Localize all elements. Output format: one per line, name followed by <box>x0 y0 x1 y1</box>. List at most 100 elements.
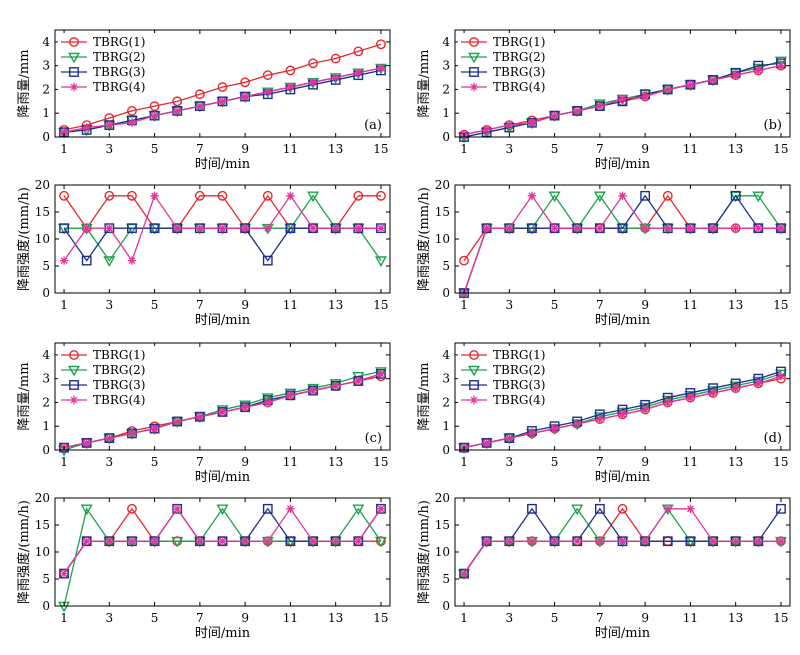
data-point <box>149 223 160 234</box>
y-tick-label: 0 <box>442 443 450 457</box>
y-tick-label: 15 <box>35 518 50 532</box>
data-point <box>172 96 183 107</box>
panel-tag: (d) <box>764 431 782 446</box>
data-point <box>285 223 296 234</box>
data-point <box>731 383 740 393</box>
x-tick-label: 5 <box>151 142 159 156</box>
data-point <box>618 410 627 419</box>
data-point <box>173 106 182 116</box>
x-tick-label: 11 <box>283 611 298 625</box>
x-tick-label: 9 <box>641 142 649 156</box>
y-tick-label: 1 <box>442 106 450 120</box>
data-point <box>640 224 650 233</box>
x-tick-label: 1 <box>60 455 68 469</box>
data-point <box>331 381 340 390</box>
x-tick-label: 7 <box>196 611 204 625</box>
legend-label: TBRG(2) <box>93 363 145 377</box>
x-tick-label: 3 <box>506 611 514 625</box>
data-point <box>80 504 93 516</box>
data-point <box>459 255 469 266</box>
data-point <box>127 223 137 234</box>
data-point <box>595 101 605 111</box>
x-tick-label: 1 <box>460 298 468 312</box>
legend-label: TBRG(2) <box>493 363 545 377</box>
data-point <box>505 224 514 233</box>
data-point <box>150 111 159 120</box>
data-point <box>150 537 159 546</box>
data-point <box>708 224 718 233</box>
y-axis-label: 降雨量/mm <box>17 49 32 117</box>
x-tick-label: 3 <box>106 142 114 156</box>
legend-marker <box>469 395 479 405</box>
x-tick-label: 15 <box>373 142 388 156</box>
x-tick-label: 11 <box>283 455 298 469</box>
series-a2-3 <box>59 191 386 265</box>
legend-marker <box>69 350 79 360</box>
data-point <box>240 224 250 233</box>
x-tick-label: 5 <box>551 142 559 156</box>
data-point <box>331 224 340 233</box>
legend-entry: TBRG(1) <box>461 348 545 362</box>
x-tick-label: 11 <box>283 142 298 156</box>
data-point <box>550 537 559 546</box>
legend-entry: TBRG(1) <box>461 35 545 49</box>
data-point <box>774 56 787 68</box>
legend: TBRG(1)TBRG(2)TBRG(3)TBRG(4) <box>458 33 558 97</box>
data-point <box>685 536 696 547</box>
data-point <box>308 78 318 87</box>
data-point <box>173 224 182 233</box>
data-point <box>776 503 786 514</box>
legend: TBRG(1)TBRG(2)TBRG(3)TBRG(4) <box>58 33 158 97</box>
x-axis-label: 时间/min <box>195 470 251 485</box>
x-tick-label: 7 <box>596 455 604 469</box>
data-point <box>218 407 227 417</box>
data-point <box>286 391 295 400</box>
x-axis-label: 时间/min <box>195 626 251 641</box>
axes-frame <box>454 29 791 138</box>
data-point <box>571 504 584 516</box>
data-point <box>218 537 227 546</box>
series-line <box>463 194 782 294</box>
data-point <box>217 82 228 92</box>
y-tick-label: 5 <box>442 259 450 273</box>
x-tick-label: 15 <box>773 298 788 312</box>
panel-tag: (a) <box>364 118 382 133</box>
x-tick-label: 13 <box>328 455 343 469</box>
y-tick-label: 2 <box>442 395 450 409</box>
y-tick-label: 5 <box>442 572 450 586</box>
data-point <box>105 433 114 443</box>
data-point <box>776 224 786 233</box>
data-point <box>662 536 673 547</box>
y-axis-label: 降雨量/mm <box>417 49 432 117</box>
data-point <box>353 190 364 201</box>
data-point <box>104 190 115 201</box>
x-tick-label: 9 <box>641 611 649 625</box>
data-point <box>731 70 740 80</box>
data-point <box>331 73 340 82</box>
x-tick-label: 15 <box>373 611 388 625</box>
y-tick-label: 3 <box>42 372 50 386</box>
x-tick-label: 9 <box>241 298 249 312</box>
x-axis-label: 时间/min <box>595 626 651 641</box>
data-point <box>354 376 363 386</box>
y-tick-label: 5 <box>42 572 50 586</box>
y-tick-label: 4 <box>42 348 50 362</box>
data-point <box>595 537 605 546</box>
data-point <box>573 419 582 429</box>
legend-label: TBRG(1) <box>493 35 545 49</box>
data-point <box>548 191 561 203</box>
data-point <box>754 537 763 546</box>
data-point <box>617 503 628 514</box>
y-tick-label: 10 <box>35 545 50 559</box>
data-point <box>285 536 296 547</box>
data-point <box>263 537 272 546</box>
data-point <box>550 424 559 433</box>
data-point <box>754 66 763 75</box>
series-line <box>463 370 782 449</box>
series-a-0 <box>59 39 386 135</box>
data-point <box>527 537 537 546</box>
data-point <box>505 537 514 546</box>
data-point <box>354 224 363 233</box>
